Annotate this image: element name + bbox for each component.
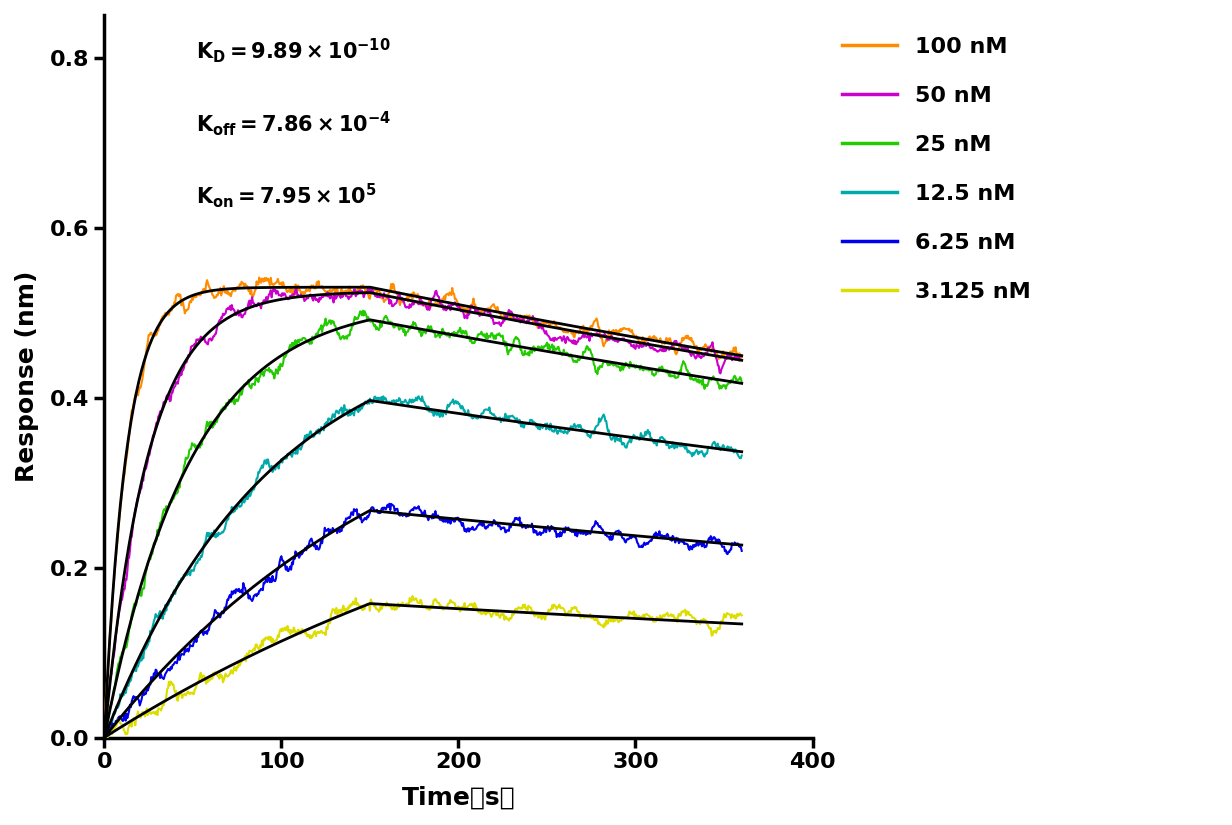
6.25 nM <box>734 546 749 556</box>
100 nM <box>251 272 266 282</box>
3.125 nM <box>97 733 112 742</box>
50 nM <box>264 292 278 302</box>
Text: $\mathbf{K_{off}=7.86\times10^{-4}}$: $\mathbf{K_{off}=7.86\times10^{-4}}$ <box>196 109 392 138</box>
6.25 nM <box>264 578 278 587</box>
50 nM <box>411 299 426 309</box>
50 nM <box>237 309 251 319</box>
12.5 nM <box>411 391 426 401</box>
12.5 nM <box>536 421 551 431</box>
100 nM <box>473 306 488 316</box>
Line: 3.125 nM: 3.125 nM <box>105 596 742 738</box>
Line: 6.25 nM: 6.25 nM <box>105 504 742 738</box>
12.5 nM <box>264 461 278 471</box>
6.25 nM <box>411 502 426 512</box>
25 nM <box>536 343 551 353</box>
50 nM <box>734 351 749 361</box>
100 nM <box>411 291 426 301</box>
X-axis label: Time（s）: Time（s） <box>402 786 515 810</box>
3.125 nM <box>411 598 426 608</box>
12.5 nM <box>734 450 749 460</box>
Text: $\mathbf{K_D=9.89\times10^{-10}}$: $\mathbf{K_D=9.89\times10^{-10}}$ <box>196 36 391 65</box>
25 nM <box>676 358 691 368</box>
25 nM <box>473 328 488 338</box>
50 nM <box>536 324 551 334</box>
Text: $\mathbf{K_{on}=7.95\times10^{5}}$: $\mathbf{K_{on}=7.95\times10^{5}}$ <box>196 182 377 210</box>
6.25 nM <box>536 528 551 538</box>
3.125 nM <box>237 653 251 663</box>
Y-axis label: Response (nm): Response (nm) <box>15 271 39 482</box>
100 nM <box>97 721 112 731</box>
100 nM <box>734 352 749 362</box>
6.25 nM <box>676 539 691 549</box>
12.5 nM <box>97 733 112 742</box>
100 nM <box>536 318 551 328</box>
50 nM <box>676 341 691 351</box>
12.5 nM <box>473 412 488 422</box>
25 nM <box>97 731 112 741</box>
6.25 nM <box>97 733 112 742</box>
100 nM <box>265 279 280 289</box>
3.125 nM <box>676 606 691 616</box>
Line: 25 nM: 25 nM <box>105 311 742 736</box>
25 nM <box>237 380 251 389</box>
12.5 nM <box>410 393 425 403</box>
6.25 nM <box>237 582 251 592</box>
3.125 nM <box>536 613 551 623</box>
6.25 nM <box>473 520 488 530</box>
100 nM <box>676 333 691 343</box>
Line: 100 nM: 100 nM <box>105 277 742 726</box>
3.125 nM <box>734 610 749 620</box>
50 nM <box>361 283 376 293</box>
3.125 nM <box>264 638 278 648</box>
25 nM <box>411 324 426 334</box>
100 nM <box>237 282 251 292</box>
3.125 nM <box>405 592 420 601</box>
25 nM <box>734 377 749 387</box>
6.25 nM <box>382 499 397 509</box>
Line: 50 nM: 50 nM <box>105 288 742 723</box>
Legend: 100 nM, 50 nM, 25 nM, 12.5 nM, 6.25 nM, 3.125 nM: 100 nM, 50 nM, 25 nM, 12.5 nM, 6.25 nM, … <box>830 26 1042 313</box>
12.5 nM <box>237 497 251 507</box>
12.5 nM <box>676 441 691 451</box>
3.125 nM <box>473 607 488 617</box>
50 nM <box>473 309 488 318</box>
Line: 12.5 nM: 12.5 nM <box>105 396 742 738</box>
25 nM <box>356 306 371 316</box>
25 nM <box>264 366 278 376</box>
50 nM <box>97 718 112 728</box>
